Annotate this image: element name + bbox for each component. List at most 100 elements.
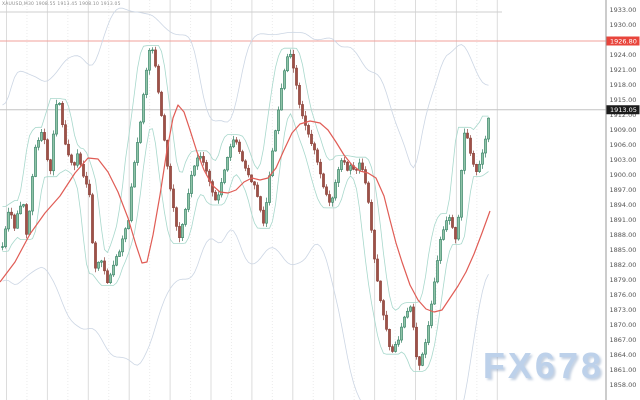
candle-body [235, 139, 238, 143]
candle-body [103, 260, 106, 272]
price-axis-label: 1870.00 [610, 321, 637, 329]
candle-body [463, 132, 466, 171]
red-ma-line [0, 104, 491, 313]
price-axis[interactable]: 1933.001930.001927.001924.001921.001918.… [605, 0, 640, 400]
candle-body [151, 49, 154, 52]
price-axis-label: 1876.00 [610, 291, 637, 299]
candle-body [40, 132, 43, 141]
candle-body [43, 132, 46, 141]
candle-body [220, 182, 223, 196]
candle-body [457, 216, 460, 240]
price-axis-label: 1924.00 [610, 51, 637, 59]
candle-body [340, 160, 343, 170]
candle-body [31, 176, 34, 212]
candle-body [289, 53, 292, 58]
candle-body [22, 204, 25, 207]
candle-body [406, 310, 409, 318]
candle-body [52, 133, 55, 172]
symbol-ohlc-label: XAUUSD,M30 1908.55 1913.45 1908.10 1913.… [2, 2, 121, 7]
price-axis-label: 1879.00 [610, 276, 637, 284]
candle-body [280, 88, 283, 111]
candle-body [160, 91, 163, 116]
candle-body [430, 303, 433, 326]
candle-body [388, 328, 391, 347]
grid-lines [6, 0, 498, 400]
candle-body [391, 346, 394, 352]
candle-body [358, 162, 361, 171]
candle-body [412, 306, 415, 328]
candle-body [61, 102, 64, 126]
candle-body [37, 140, 40, 148]
price-axis-label: 1888.00 [610, 231, 637, 239]
candle-body [328, 194, 331, 203]
candle-body [70, 154, 73, 163]
candle-body [271, 150, 274, 177]
candle-body [334, 182, 337, 199]
candle-body [1, 246, 4, 248]
candle-body [451, 217, 454, 228]
channel-upper [2, 45, 489, 311]
candle-body [82, 164, 85, 177]
price-axis-label: 1900.00 [610, 171, 637, 179]
level-lines [0, 11, 606, 111]
candle-body [313, 143, 316, 151]
candle-body [277, 109, 280, 131]
candle-body [436, 260, 439, 283]
candle-body [34, 146, 37, 177]
candle-body [466, 132, 469, 139]
price-axis-label: 1894.00 [610, 201, 637, 209]
candle-body [172, 188, 175, 209]
candle-body [403, 316, 406, 328]
price-axis-label: 1906.00 [610, 141, 637, 149]
price-axis-label: 1933.00 [610, 6, 637, 14]
candle-body [97, 261, 100, 269]
price-axis-label: 1885.00 [610, 246, 637, 254]
candle-body [415, 326, 418, 358]
candle-body [121, 238, 124, 253]
bollinger-upper [2, 7, 489, 169]
price-axis-label: 1909.00 [610, 126, 637, 134]
candle-body [124, 228, 127, 240]
candle-body [232, 139, 235, 148]
candle-body [100, 260, 103, 263]
candle-body [190, 174, 193, 194]
candle-body [193, 165, 196, 176]
candle-body [169, 165, 172, 190]
candle-body [298, 84, 301, 105]
channel-lower [2, 112, 489, 372]
candle-body [76, 153, 79, 166]
candle-body [364, 169, 367, 184]
candle-body [322, 173, 325, 188]
candle-body [418, 356, 421, 366]
current-price-tag: 1913.05 [606, 105, 640, 115]
candle-body [181, 224, 184, 238]
candle-body [7, 211, 10, 230]
candle-body [292, 53, 295, 69]
candle-body [427, 325, 430, 343]
candle-body [454, 227, 457, 240]
candle-body [373, 229, 376, 260]
candle-body [433, 281, 436, 305]
candle-body [184, 209, 187, 225]
candle-body [262, 209, 265, 224]
price-axis-label: 1930.00 [610, 21, 637, 29]
candle-body [118, 251, 121, 257]
svg-text:1913.05: 1913.05 [610, 106, 637, 114]
candle-body [241, 151, 244, 162]
candle-body [265, 202, 268, 224]
price-axis-label: 1891.00 [610, 216, 637, 224]
candle-body [421, 353, 424, 366]
price-axis-label: 1915.00 [610, 96, 637, 104]
candle-body [304, 115, 307, 126]
candle-body [205, 162, 208, 172]
candle-body [142, 94, 145, 123]
candle-body [367, 182, 370, 203]
candle-body [109, 274, 112, 283]
candle-body [229, 146, 232, 158]
candle-body [226, 156, 229, 171]
candlesticks [1, 46, 490, 371]
candle-body [4, 228, 7, 247]
candle-body [283, 70, 286, 89]
